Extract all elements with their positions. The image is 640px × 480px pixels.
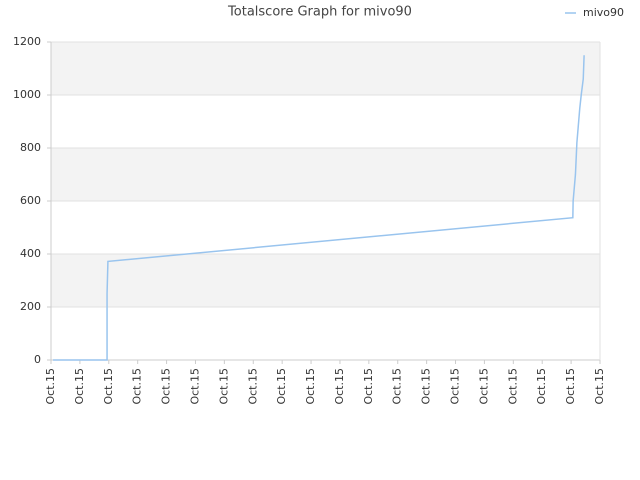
y-tick-label: 600	[20, 194, 41, 207]
y-tick-label: 1000	[13, 88, 41, 101]
x-tick-label: Oct.15	[362, 368, 375, 405]
x-tick-label: Oct.15	[449, 368, 462, 405]
y-tick-label: 0	[34, 353, 41, 366]
x-tick-label: Oct.15	[217, 368, 230, 405]
legend-label: mivo90	[583, 6, 624, 19]
grid-band	[51, 42, 600, 95]
grid-band	[51, 254, 600, 307]
x-tick-label: Oct.15	[564, 368, 577, 405]
x-tick-label: Oct.15	[160, 368, 173, 405]
x-tick-label: Oct.15	[391, 368, 404, 405]
y-tick-label: 800	[20, 141, 41, 154]
x-tick-label: Oct.15	[102, 368, 115, 405]
x-tick-label: Oct.15	[593, 368, 606, 405]
y-tick-label: 400	[20, 247, 41, 260]
x-tick-label: Oct.15	[506, 368, 519, 405]
x-tick-label: Oct.15	[275, 368, 288, 405]
x-tick-label: Oct.15	[131, 368, 144, 405]
y-tick-label: 200	[20, 300, 41, 313]
x-tick-label: Oct.15	[188, 368, 201, 405]
x-tick-label: Oct.15	[333, 368, 346, 405]
y-tick-label: 1200	[13, 35, 41, 48]
series-line	[53, 55, 585, 361]
x-tick-label: Oct.15	[420, 368, 433, 405]
grid-band	[51, 148, 600, 201]
x-tick-label: Oct.15	[477, 368, 490, 405]
x-tick-label: Oct.15	[44, 368, 57, 405]
x-tick-label: Oct.15	[73, 368, 86, 405]
x-tick-label: Oct.15	[246, 368, 259, 405]
x-tick-label: Oct.15	[304, 368, 317, 405]
chart-title: Totalscore Graph for mivo90	[227, 5, 412, 20]
x-tick-label: Oct.15	[535, 368, 548, 405]
